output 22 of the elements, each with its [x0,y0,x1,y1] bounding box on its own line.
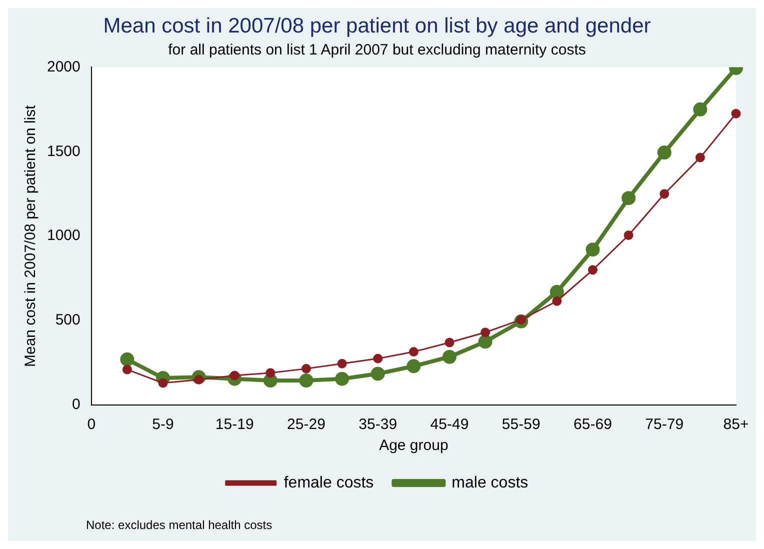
y-tick-label: 500 [55,312,80,329]
x-tick-label: 45-49 [430,416,469,434]
y-axis-title: Mean cost in 2007/08 per patient on list [22,104,40,368]
y-tick-label: 2000 [46,58,80,76]
x-tick-label: 55-59 [502,416,540,434]
y-tick-label: 1500 [46,142,80,160]
x-tick-label: 35-39 [358,416,398,434]
x-tick-label: 5-9 [152,416,174,434]
x-tick-label: 85+ [723,416,749,434]
x-tick-label: 65-69 [574,416,612,434]
y-tick-label: 1000 [46,227,80,244]
x-tick-label: 15-19 [215,416,254,434]
legend-label: female costs [284,474,374,492]
y-tick-label: 0 [72,396,80,414]
x-tick-label: 25-29 [287,416,326,434]
chart-subtitle: for all patients on list 1 April 2007 but excluding maternity costs [168,41,586,58]
x-axis-title: Age group [379,437,448,454]
text: Note: excludes mental health costs [86,518,272,532]
x-tick-label: 0 [87,416,96,434]
legend-label: male costs [452,474,528,492]
x-tick-label: 75-79 [645,416,684,434]
chart-title: Mean cost in 2007/08 per patient on list by age and gender [103,14,651,38]
